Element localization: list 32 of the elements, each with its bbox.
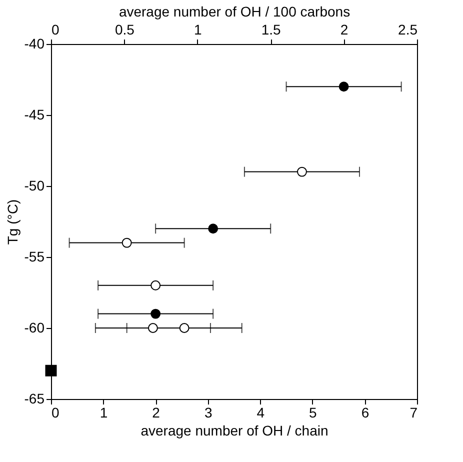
x-tick-label: 2 [152,404,160,420]
y-tick-label: -55 [24,248,45,264]
x-axis-title: average number of OH / chain [140,422,328,438]
point [45,364,57,376]
x-tick-label: 3 [204,404,212,420]
x2-tick-label: 1.5 [261,22,282,38]
y-tick-label: -45 [24,106,45,122]
x2-tick-label: 2 [340,22,348,38]
y-tick-label: -40 [24,36,45,52]
x2-tick-label: 1 [194,22,202,38]
point [150,308,161,319]
point [208,224,218,234]
x-tick-label: 6 [361,404,370,420]
x-tick-label: 0 [52,404,60,420]
point [297,166,307,177]
x-tick-label: 7 [410,404,418,420]
x2-tick-label: 0 [52,22,60,38]
x-tick-label: 5 [309,404,318,420]
point [148,323,158,333]
point [338,82,349,92]
point [122,238,132,248]
x-tick-label: 4 [256,404,265,420]
point [179,323,190,333]
y-tick-label: -60 [24,320,45,336]
x2-axis-title: average number of OH / 100 carbons [118,4,350,20]
y-tick-label: -50 [24,178,45,194]
y-tick-label: -65 [24,390,45,406]
point [150,280,161,290]
x2-tick-label: 0.5 [114,22,135,38]
x2-tick-label: 2.5 [398,22,418,38]
x-tick-label: 1 [100,404,108,420]
y-axis-title: Tg (°C) [4,199,20,245]
